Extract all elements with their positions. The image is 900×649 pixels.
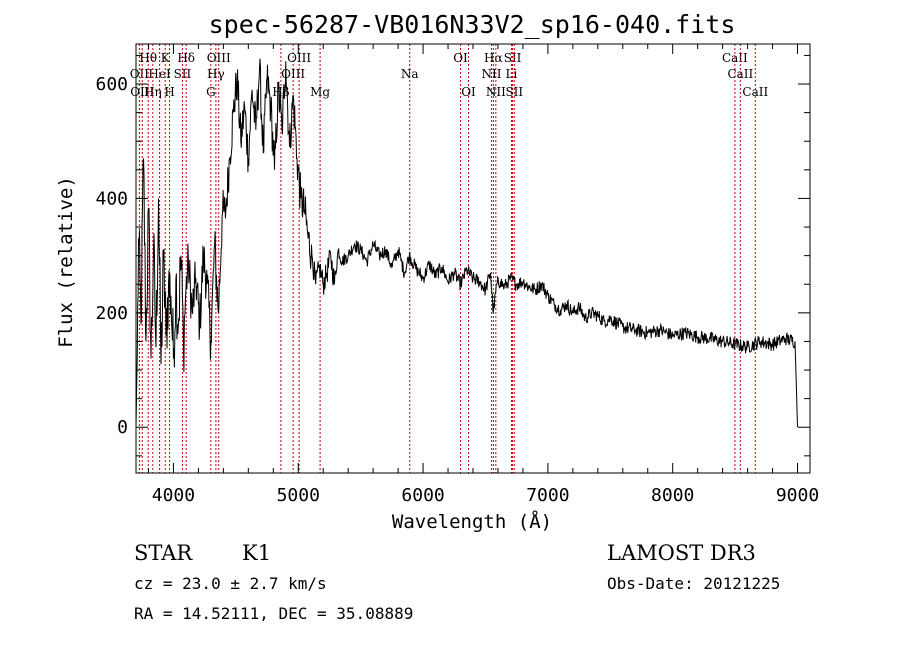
line-markers: OIIOIIIHθHηHeIKHSIIHδGHγOIIIHβOIIIOIIIMg…: [130, 44, 768, 473]
spectrum-line: [135, 58, 798, 428]
line-marker-label: OIII: [287, 51, 311, 65]
line-marker-label: G: [206, 85, 216, 99]
line-marker-label: OI: [453, 51, 468, 65]
redshift-text: cz = 23.0 ± 2.7 km/s: [134, 574, 327, 593]
line-marker-label: K: [161, 51, 171, 65]
line-marker-label: Hγ: [207, 67, 225, 81]
object-class: STAR: [134, 541, 193, 565]
x-tick-label: 7000: [526, 485, 569, 506]
line-marker-label: HeI: [148, 67, 171, 81]
line-marker-label: Hα: [484, 51, 503, 65]
line-marker-label: Hδ: [177, 51, 195, 65]
line-marker-label: SII: [505, 85, 523, 99]
line-marker-label: H: [164, 85, 174, 99]
x-tick-label: 4000: [152, 485, 195, 506]
chart-title: spec-56287-VB016N33V2_sp16-040.fits: [209, 10, 736, 39]
x-tick-label: 8000: [651, 485, 694, 506]
line-marker-label: CaII: [722, 51, 748, 65]
y-tick-label: 400: [95, 188, 128, 209]
line-marker-label: OII: [130, 67, 150, 81]
line-marker-label: CaII: [727, 67, 753, 81]
x-tick-label: 9000: [776, 485, 819, 506]
x-tick-label: 6000: [401, 485, 444, 506]
x-axis-label: Wavelength (Å): [392, 510, 552, 533]
line-marker-label: Li: [506, 67, 518, 81]
line-marker-label: OIII: [207, 51, 231, 65]
line-marker-label: SII: [174, 67, 192, 81]
x-tick-label: 5000: [277, 485, 320, 506]
spectrum-series: [135, 58, 798, 428]
line-marker-label: SII: [504, 51, 522, 65]
axis-ticks: 4000 5000 6000 7000 8000 9000 0 200 400 600: [95, 44, 819, 506]
line-marker-label: Hθ: [139, 51, 157, 65]
y-tick-label: 0: [117, 417, 128, 438]
y-axis-label: Flux (relative): [55, 176, 77, 348]
line-marker-label: Na: [401, 67, 419, 81]
spectral-subclass: K1: [242, 541, 271, 565]
obs-date-text: Obs-Date: 20121225: [607, 574, 780, 593]
line-marker-label: NII: [481, 67, 501, 81]
y-tick-label: 600: [95, 74, 128, 95]
plot-frame: [135, 43, 811, 474]
line-marker-label: OI: [461, 85, 476, 99]
y-tick-label: 200: [95, 303, 128, 324]
line-marker-label: Mg: [310, 85, 330, 99]
line-marker-label: CaII: [742, 85, 768, 99]
survey-name: LAMOST DR3: [607, 541, 756, 565]
line-marker-label: OIII: [281, 67, 305, 81]
line-marker-label: NII: [486, 85, 506, 99]
line-marker-label: Hη: [144, 85, 162, 99]
coordinates-text: RA = 14.52111, DEC = 35.08889: [134, 604, 413, 623]
